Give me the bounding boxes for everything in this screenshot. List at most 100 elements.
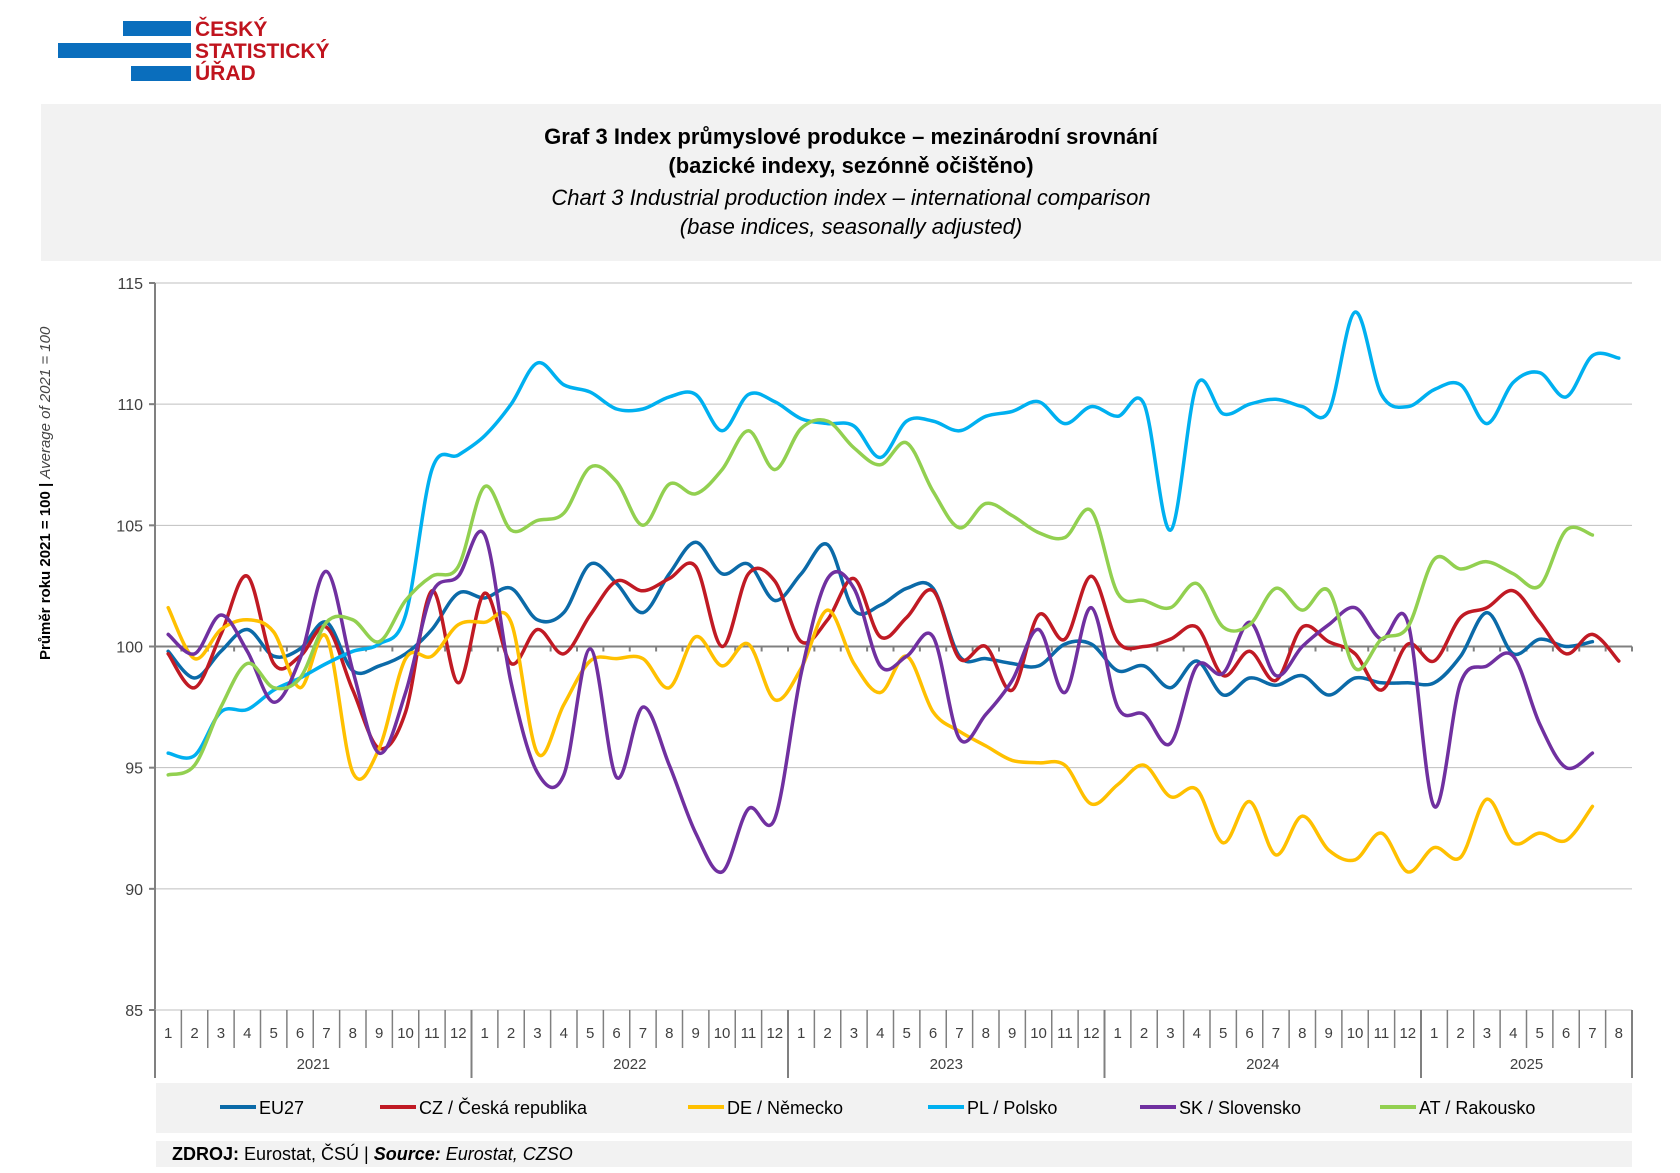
x-tick-label-month: 5	[903, 1025, 911, 1042]
x-tick-label-month: 12	[1083, 1025, 1100, 1042]
x-tick-label-month: 12	[450, 1025, 467, 1042]
legend-label: AT / Rakousko	[1419, 1098, 1536, 1118]
x-tick-label-month: 6	[1562, 1025, 1570, 1042]
series-line-pl	[166, 310, 1621, 760]
x-tick-label-year: 2021	[297, 1056, 330, 1073]
x-tick-label-month: 5	[270, 1025, 278, 1042]
x-tick-label-month: 3	[850, 1025, 858, 1042]
y-tick-label: 100	[116, 640, 143, 657]
source-note: ZDROJ: Eurostat, ČSÚ | Source: Eurostat,…	[156, 1141, 1632, 1167]
x-tick-label-month: 9	[375, 1025, 383, 1042]
legend-item: DE / Německo	[688, 1098, 843, 1118]
gridlines	[155, 282, 1632, 1011]
x-tick-label-month: 10	[1347, 1025, 1364, 1042]
x-tick-label-month: 4	[1193, 1025, 1201, 1042]
x-tick-label-month: 11	[741, 1025, 757, 1042]
y-tick-label: 85	[125, 1003, 143, 1020]
x-tick-label-month: 8	[1615, 1025, 1623, 1042]
source-text-en: Eurostat, CZSO	[440, 1144, 573, 1164]
x-tick-label-month: 10	[1030, 1025, 1047, 1042]
x-tick-label-month: 4	[876, 1025, 884, 1042]
x-tick-label-month: 11	[424, 1025, 440, 1042]
x-tick-label-month: 7	[322, 1025, 330, 1042]
x-tick-label-month: 6	[929, 1025, 937, 1042]
x-tick-label-year: 2025	[1510, 1056, 1543, 1073]
chart-title-en-line1: Chart 3 Industrial production index – in…	[551, 185, 1151, 210]
legend-label: CZ / Česká republika	[419, 1098, 588, 1118]
source-label-en: Source:	[373, 1144, 441, 1164]
legend-swatch	[1140, 1105, 1176, 1110]
series-line-sk	[166, 529, 1595, 874]
legend-swatch	[688, 1105, 724, 1110]
legend-item: EU27	[220, 1098, 304, 1118]
x-tick-label-month: 2	[1140, 1025, 1148, 1042]
x-tick-label-month: 3	[1483, 1025, 1491, 1042]
chart-title-cz-line2: (bazické indexy, sezónně očištěno)	[668, 153, 1034, 178]
x-tick-label-month: 8	[982, 1025, 990, 1042]
legend-item: AT / Rakousko	[1380, 1098, 1535, 1118]
chart-title-cz-line1: Graf 3 Index průmyslové produkce – mezin…	[544, 124, 1158, 149]
x-tick-label-month: 1	[1430, 1025, 1438, 1042]
x-tick-label-year: 2023	[930, 1056, 963, 1073]
x-tick-label-month: 9	[1325, 1025, 1333, 1042]
x-tick-label-month: 3	[533, 1025, 541, 1042]
x-tick-label-month: 7	[1272, 1025, 1280, 1042]
x-tick-label-month: 5	[1219, 1025, 1227, 1042]
x-axis: 1 2 3 4 5 6 7 8 9 10 11 12 1 2 3 4 5 6 7 8 9 10 11 12 1 2 3 4 5 6 7 8 9 1…	[154, 645, 1633, 1078]
x-tick-label-month: 10	[397, 1025, 414, 1042]
y-axis-ticks: 85 90 95 100 105 110 115	[116, 276, 156, 1020]
x-tick-label-year: 2024	[1246, 1056, 1279, 1073]
x-tick-label-month: 6	[296, 1025, 304, 1042]
y-tick-label: 95	[125, 761, 143, 778]
legend-label: SK / Slovensko	[1179, 1098, 1302, 1118]
x-tick-label-month: 1	[1114, 1025, 1122, 1042]
x-tick-label-month: 2	[1456, 1025, 1464, 1042]
logo-bar-middle	[58, 43, 191, 58]
x-tick-label-month: 1	[164, 1025, 172, 1042]
x-tick-label-month: 7	[639, 1025, 647, 1042]
series-line-eu27	[166, 540, 1595, 697]
source-label-cz: ZDROJ:	[172, 1144, 239, 1164]
y-tick-label: 105	[116, 518, 143, 535]
x-tick-label-month: 12	[1399, 1025, 1416, 1042]
x-tick-label-month: 9	[692, 1025, 700, 1042]
x-tick-label-month: 5	[586, 1025, 594, 1042]
x-tick-label-month: 8	[665, 1025, 673, 1042]
y-tick-label: 110	[117, 397, 143, 414]
y-tick-label: 115	[117, 276, 143, 293]
series-line-cz	[166, 561, 1621, 751]
legend-label: PL / Polsko	[967, 1098, 1058, 1118]
source-text-cz: Eurostat, ČSÚ |	[239, 1144, 374, 1164]
x-tick-label-month: 11	[1374, 1025, 1390, 1042]
x-tick-label-month: 8	[349, 1025, 357, 1042]
x-tick-label-month: 1	[797, 1025, 805, 1042]
series-line-de	[166, 605, 1595, 874]
x-tick-label-month: 2	[823, 1025, 831, 1042]
legend-swatch	[1380, 1105, 1416, 1110]
y-tick-label: 90	[125, 882, 143, 899]
x-tick-label-month: 5	[1536, 1025, 1544, 1042]
legend-label: DE / Německo	[727, 1098, 844, 1118]
x-tick-label-month: 9	[1008, 1025, 1016, 1042]
x-tick-label-month: 3	[1166, 1025, 1174, 1042]
logo-bar-top	[123, 21, 191, 36]
chart-title-en: Chart 3 Industrial production index – in…	[41, 183, 1661, 241]
logo-bar-bottom	[131, 66, 191, 81]
chart-title-en-line2: (base indices, seasonally adjusted)	[679, 214, 1023, 239]
series-lines	[166, 310, 1621, 874]
legend-label: EU27	[259, 1098, 305, 1118]
x-tick-label-month: 2	[190, 1025, 198, 1042]
x-tick-label-month: 12	[766, 1025, 783, 1042]
legend-item: CZ / Česká republika	[380, 1098, 587, 1118]
x-tick-label-month: 8	[1298, 1025, 1306, 1042]
x-tick-label-month: 1	[481, 1025, 489, 1042]
x-tick-label-year: 2022	[613, 1056, 646, 1073]
x-tick-label-month: 7	[955, 1025, 963, 1042]
x-tick-label-month: 7	[1588, 1025, 1596, 1042]
logo-text-line2: STATISTICKÝ	[195, 40, 330, 63]
legend-swatch	[380, 1105, 416, 1110]
chart-title-box: Graf 3 Index průmyslové produkce – mezin…	[41, 104, 1661, 261]
legend-swatch	[928, 1105, 964, 1110]
x-tick-label-month: 6	[612, 1025, 620, 1042]
x-tick-label-month: 4	[243, 1025, 251, 1042]
